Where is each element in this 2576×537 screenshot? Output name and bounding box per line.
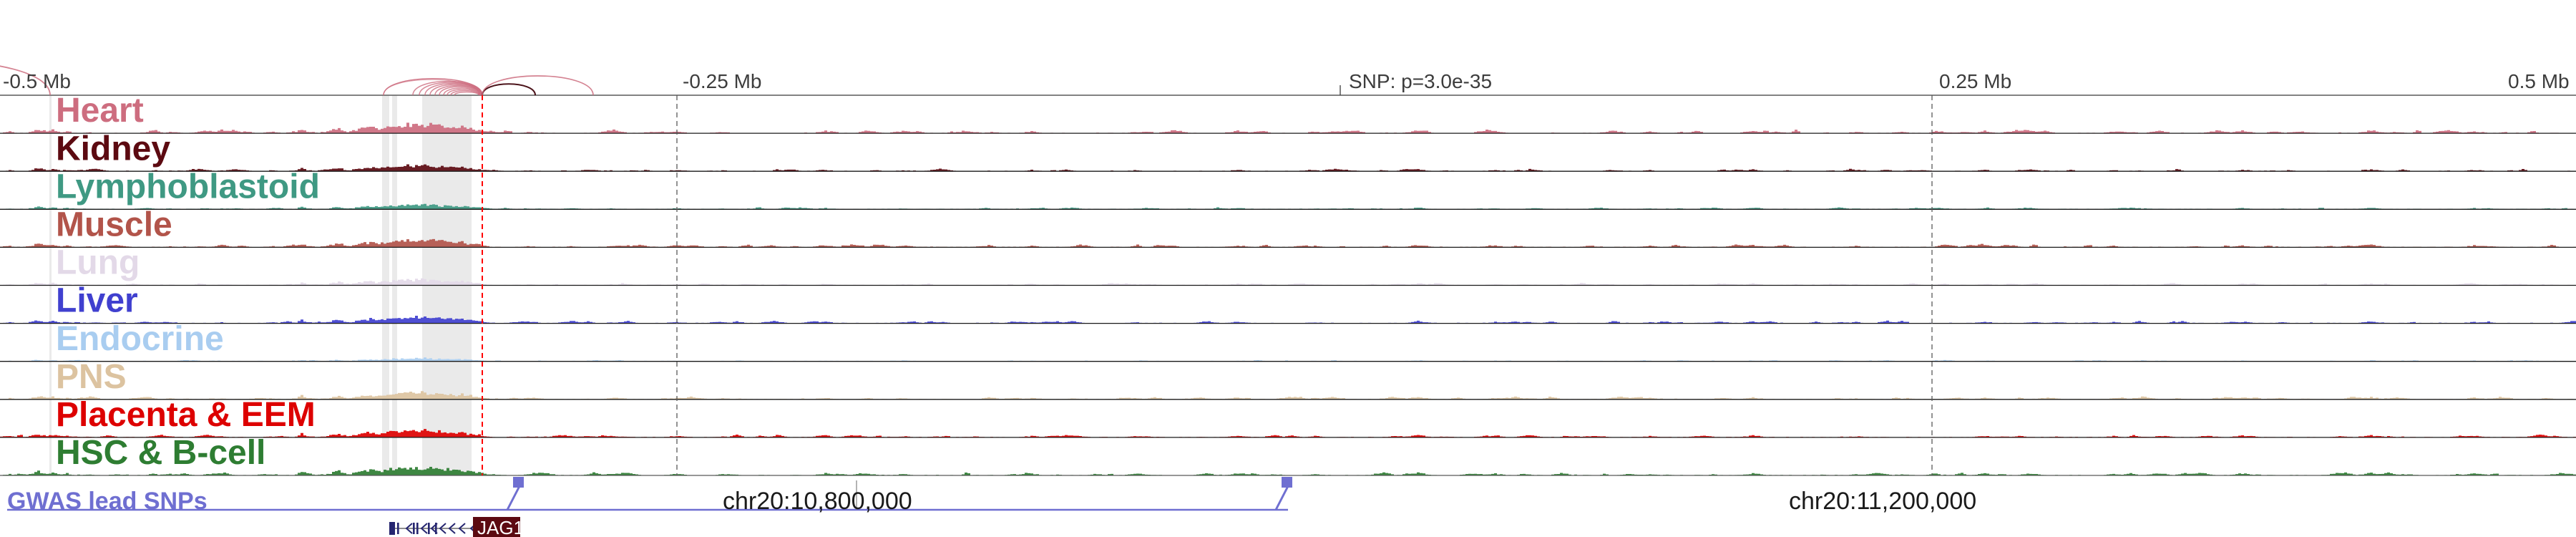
svg-text:0.25 Mb: 0.25 Mb <box>1939 70 2011 92</box>
svg-text:Muscle: Muscle <box>56 205 172 243</box>
svg-text:chr20:11,200,000: chr20:11,200,000 <box>1789 488 1976 515</box>
svg-text:Placenta & EEM: Placenta & EEM <box>56 396 316 434</box>
svg-text:PNS: PNS <box>56 358 127 396</box>
svg-text:Lymphoblastoid: Lymphoblastoid <box>56 168 320 205</box>
svg-text:-0.5 Mb: -0.5 Mb <box>3 70 71 92</box>
svg-text:-0.25 Mb: -0.25 Mb <box>683 70 762 92</box>
svg-text:chr20:10,800,000: chr20:10,800,000 <box>723 488 912 515</box>
svg-text:Liver: Liver <box>56 282 138 320</box>
svg-text:0.5 Mb: 0.5 Mb <box>2508 70 2570 92</box>
svg-text:Kidney: Kidney <box>56 130 170 168</box>
svg-text:SNP: p=3.0e-35: SNP: p=3.0e-35 <box>1349 70 1492 92</box>
svg-text:Endocrine: Endocrine <box>56 320 224 358</box>
svg-text:Lung: Lung <box>56 244 140 282</box>
svg-text:JAG1: JAG1 <box>477 517 524 537</box>
svg-text:Heart: Heart <box>56 92 144 130</box>
svg-text:GWAS lead SNPs: GWAS lead SNPs <box>7 488 208 515</box>
svg-text:HSC & B-cell: HSC & B-cell <box>56 434 265 472</box>
